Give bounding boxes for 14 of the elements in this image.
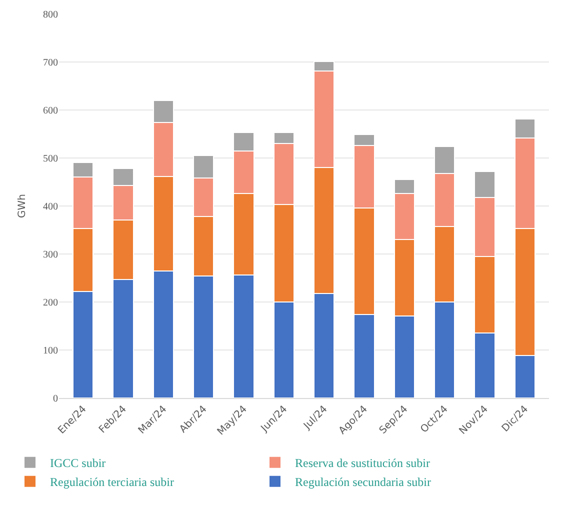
y-tick-label: 600: [43, 106, 58, 116]
legend-label: Reserva de sustitución subir: [295, 456, 430, 470]
y-tick-label: 300: [43, 250, 58, 260]
y-tick-label: 500: [43, 154, 58, 164]
legend-label: Regulación secundaria subir: [295, 475, 431, 490]
y-axis-title: GWh: [17, 194, 28, 218]
legend-label: IGCC subir: [50, 456, 106, 470]
y-tick-label: 100: [43, 346, 58, 356]
y-tick-label: 700: [43, 58, 58, 68]
y-tick-label: 800: [43, 10, 58, 20]
legend-label: Regulación terciaria subir: [50, 475, 174, 490]
y-tick-label: 200: [43, 298, 58, 308]
y-tick-label: 0: [53, 394, 58, 404]
y-tick-label: 400: [43, 202, 58, 212]
